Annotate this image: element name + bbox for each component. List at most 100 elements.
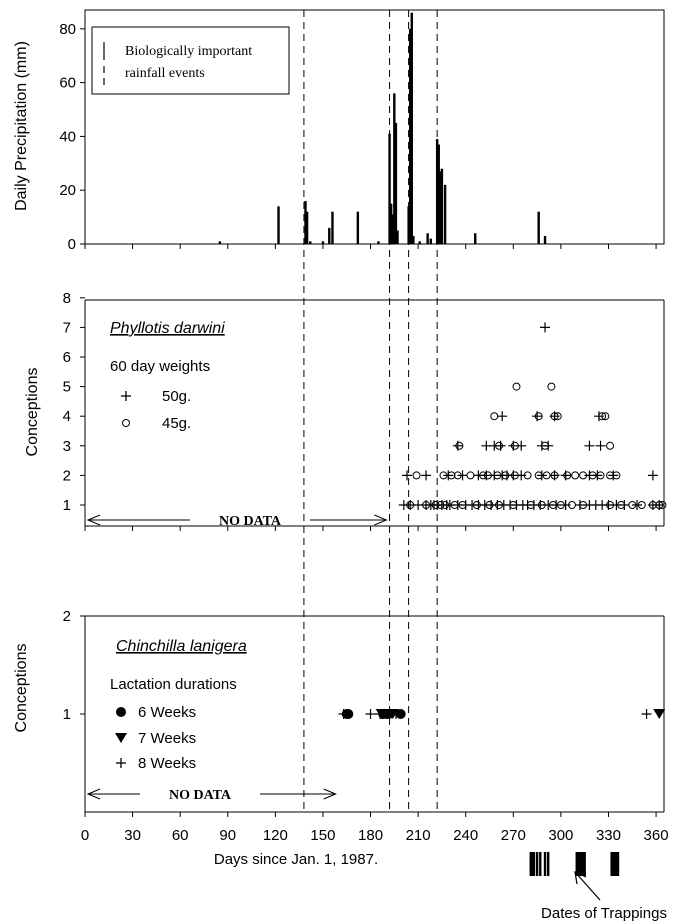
phyllotis-legend-45g: 45g. — [162, 415, 191, 432]
chinchilla-y-tick-label: 2 — [63, 608, 71, 625]
phyllotis-point-plus — [540, 322, 551, 333]
phyllotis-point-circle — [466, 471, 475, 480]
phyllotis-legend-50g: 50g. — [162, 388, 191, 405]
precipitation-bar — [331, 211, 334, 244]
chinchilla-legend-7-weeks: 7 Weeks — [138, 730, 196, 747]
precipitation-bar — [407, 206, 410, 244]
phyllotis-legend-title: 60 day weights — [110, 358, 210, 375]
phyllotis-point-circle — [453, 471, 462, 480]
chinchilla-no-data-arrowhead-right — [323, 788, 337, 800]
phyllotis-no-data-arrow: NO DATA — [86, 514, 388, 529]
phyllotis-point-circle — [571, 471, 580, 480]
trapping-bar — [581, 852, 585, 876]
phyllotis-y-label: Conceptions — [24, 368, 41, 457]
trapping-bar — [543, 852, 547, 876]
phyllotis-point-circle — [556, 501, 565, 509]
phyllotis-point-circle — [601, 412, 610, 421]
trapping-bar — [532, 852, 536, 876]
phyllotis-point-plus — [421, 470, 432, 481]
precipitation-bar — [393, 93, 396, 245]
chinchilla-legend-title: Lactation durations — [110, 676, 237, 693]
phyllotis-point-plus — [516, 470, 527, 481]
phyllotis-point-circle — [412, 471, 421, 480]
phyllotis-point-circle — [479, 471, 488, 480]
phyllotis-point-plus — [632, 500, 643, 510]
phyllotis-title: Phyllotis darwini — [110, 320, 225, 337]
x-tick-label: 240 — [453, 827, 478, 844]
phyllotis-point-circle — [439, 471, 448, 480]
trapping-bar — [575, 852, 578, 876]
precipitation-bar — [394, 122, 398, 244]
trappings-label: Dates of Trappings — [541, 905, 667, 922]
chinchilla-point-triangle — [653, 709, 666, 719]
trapping-bar — [610, 852, 613, 876]
x-tick-label: 60 — [172, 827, 189, 844]
phyllotis-point-plus — [584, 440, 595, 451]
chinchilla-point-plus — [390, 709, 401, 719]
phyllotis-point-circle — [606, 441, 615, 450]
phyllotis-point-circle — [547, 382, 556, 391]
phyllotis-point-circle — [441, 501, 450, 509]
precipitation-bar — [328, 227, 331, 244]
phyllotis-point-circle — [553, 412, 562, 421]
phyllotis-point-circle — [472, 501, 481, 509]
chinchilla-title: Chinchilla lanigera — [116, 638, 247, 655]
phyllotis-point-circle — [523, 471, 532, 480]
precipitation-y-tick-label: 20 — [59, 182, 76, 199]
phyllotis-point-circle — [542, 471, 551, 480]
rain-legend-line-1: Biologically important — [125, 44, 252, 59]
phyllotis-point-circle — [490, 412, 499, 421]
chinchilla-point-plus — [338, 709, 349, 719]
phyllotis-y-tick-label: 5 — [63, 379, 71, 396]
phyllotis-point-circle — [612, 471, 621, 480]
phyllotis-point-circle — [509, 501, 518, 509]
phyllotis-point-circle — [637, 501, 646, 509]
x-tick-label: 120 — [263, 827, 288, 844]
precipitation-bar — [410, 12, 413, 245]
precipitation-bar — [435, 139, 439, 244]
precipitation-bar — [429, 238, 433, 244]
phyllotis-panel: 1 2 3 4 5 6 7 8 Conceptions Phyllotis darwini 6… — [24, 290, 667, 529]
phyllotis-no-data-label: NO DATA — [219, 514, 282, 529]
phyllotis-point-circle — [588, 471, 597, 480]
phyllotis-point-circle — [431, 501, 440, 509]
chinchilla-point-plus — [365, 709, 376, 719]
phyllotis-point-circle — [537, 501, 546, 509]
phyllotis-point-circle — [512, 382, 521, 391]
phyllotis-legend-circle-icon — [122, 419, 130, 427]
rain-legend-line-2: rainfall events — [125, 66, 205, 81]
precipitation-bar — [426, 233, 429, 244]
trapping-bar — [580, 852, 583, 876]
phyllotis-y-tick-label: 4 — [63, 408, 71, 425]
phyllotis-point-plus — [647, 470, 658, 481]
phyllotis-no-data-arrowhead-right — [374, 514, 388, 526]
phyllotis-point-circle — [658, 501, 667, 509]
chinchilla-points — [338, 709, 666, 719]
precipitation-bars — [218, 12, 547, 245]
rain-legend-box — [91, 26, 290, 95]
chinchilla-legend-dot-icon — [116, 707, 126, 717]
phyllotis-point-circle — [495, 441, 504, 450]
phyllotis-points — [398, 322, 667, 510]
phyllotis-point-circle — [510, 471, 519, 480]
chinchilla-legend-triangle-icon — [115, 733, 127, 743]
chinchilla-no-data-label: NO DATA — [169, 788, 232, 803]
precipitation-bar — [412, 235, 415, 244]
trapping-bar — [616, 852, 620, 876]
precipitation-bar — [388, 133, 391, 244]
x-axis-ticks: 0 30 60 90 120 150 180 210 240 270 300 330 360 — [81, 244, 669, 844]
precipitation-y-tick-label: 0 — [68, 236, 76, 253]
precipitation-bar — [304, 200, 307, 244]
phyllotis-point-circle — [606, 501, 615, 509]
precipitation-bar — [537, 211, 540, 244]
rain-legend: Biologically important rainfall events — [91, 26, 290, 95]
precipitation-y-tick-label: 60 — [59, 75, 76, 92]
chinchilla-y-ticks: 12 — [63, 608, 85, 723]
x-axis-label: Days since Jan. 1, 1987. — [214, 851, 378, 868]
phyllotis-point-circle — [483, 471, 492, 480]
x-tick-label: 270 — [501, 827, 526, 844]
phyllotis-point-circle — [567, 501, 576, 509]
precipitation-bar — [391, 214, 394, 244]
precipitation-bar — [218, 241, 222, 244]
phyllotis-point-circle — [458, 501, 467, 509]
